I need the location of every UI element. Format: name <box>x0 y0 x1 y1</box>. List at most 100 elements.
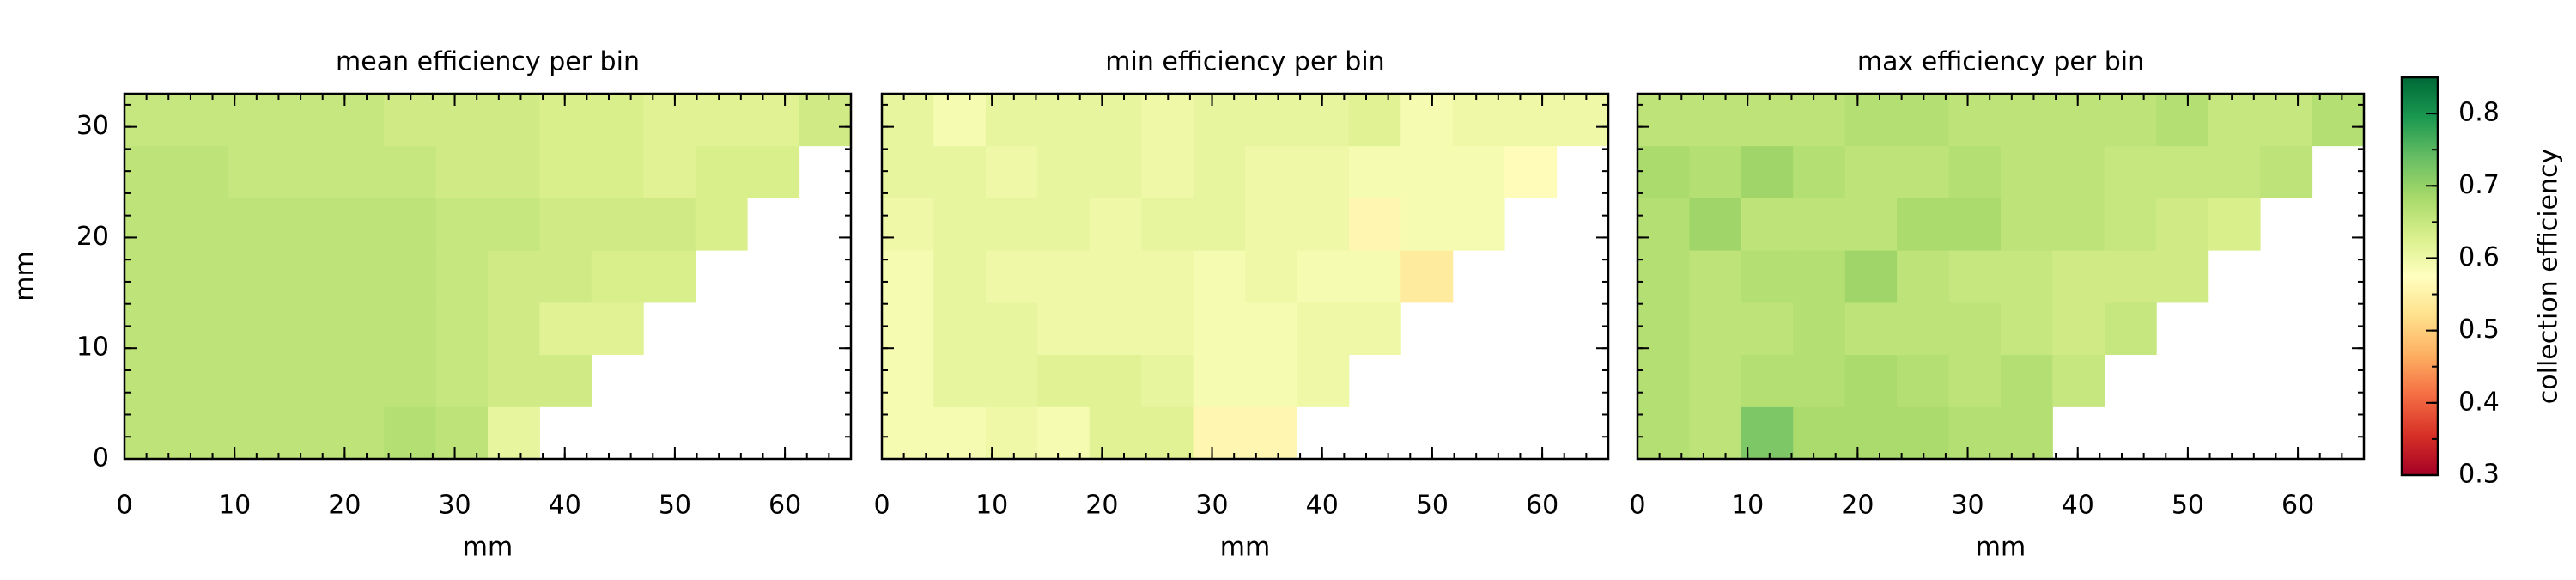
heat-cell <box>643 145 696 198</box>
heat-cell <box>1793 250 1846 303</box>
heat-cell <box>280 145 333 198</box>
heat-cell <box>1948 250 2002 303</box>
heat-cell <box>228 145 281 198</box>
heat-cell <box>2156 198 2209 251</box>
heat-cell <box>933 198 987 251</box>
heat-cell <box>695 94 748 147</box>
heat-cell <box>2001 94 2053 147</box>
heat-cell <box>2260 145 2313 198</box>
heat-cell <box>1193 354 1246 407</box>
heat-cell <box>985 198 1038 251</box>
heat-cell <box>488 354 540 407</box>
x-tick-label: 20 <box>1841 491 1874 521</box>
heat-cell <box>2260 94 2313 147</box>
heat-cell <box>1741 250 1794 303</box>
heat-cell <box>1297 250 1350 303</box>
heat-cell <box>125 94 177 147</box>
heat-cell <box>2104 250 2157 303</box>
heat-cell <box>2001 250 2053 303</box>
heat-cell <box>1452 145 1505 198</box>
heat-cell <box>125 406 177 460</box>
heat-cell <box>488 250 540 303</box>
heat-cell <box>1504 145 1558 198</box>
heat-cell <box>1348 145 1401 198</box>
x-tick-label: 60 <box>2281 491 2314 521</box>
heat-cell <box>1348 302 1401 356</box>
heat-cell <box>985 250 1038 303</box>
x-tick-label: 0 <box>1629 491 1645 521</box>
heat-cell <box>882 250 934 303</box>
heat-cell <box>435 250 489 303</box>
heat-cell <box>435 406 489 460</box>
heat-cell <box>1037 198 1091 251</box>
heat-cell <box>2104 302 2157 356</box>
heat-cell <box>176 302 229 356</box>
heat-cell <box>1637 354 1690 407</box>
heat-cell <box>933 145 987 198</box>
heat-cell <box>1897 354 1950 407</box>
heat-cell <box>1037 406 1091 460</box>
heat-cell <box>1089 302 1142 356</box>
heat-cell <box>2001 145 2053 198</box>
heat-cell <box>1793 198 1846 251</box>
heat-cell <box>1245 302 1297 356</box>
heat-cell <box>1348 94 1401 147</box>
heat-cell <box>1245 145 1297 198</box>
heat-cell <box>176 250 229 303</box>
heat-cell <box>1037 354 1091 407</box>
x-tick-label: 0 <box>116 491 132 521</box>
heat-cell <box>1897 250 1950 303</box>
heat-cell <box>1452 198 1505 251</box>
axes-frame <box>880 92 1610 461</box>
x-tick-label: 40 <box>2062 491 2094 521</box>
x-tick-label: 60 <box>1526 491 1558 521</box>
x-tick-label: 10 <box>975 491 1008 521</box>
heat-cell <box>1348 250 1401 303</box>
heat-cell <box>384 198 437 251</box>
heat-cell <box>2052 198 2105 251</box>
axes-frame <box>123 92 853 461</box>
heat-cell <box>882 145 934 198</box>
heat-cell <box>1297 302 1350 356</box>
heat-cell <box>488 94 540 147</box>
heat-cell <box>384 145 437 198</box>
heat-cell <box>1141 198 1194 251</box>
heat-cell <box>1400 145 1454 198</box>
heat-cell <box>228 302 281 356</box>
heat-cell <box>591 145 644 198</box>
heat-cell <box>384 94 437 147</box>
x-tick-label: 50 <box>2172 491 2204 521</box>
heat-cell <box>228 250 281 303</box>
heat-cell <box>228 354 281 407</box>
heat-cell <box>1400 94 1454 147</box>
heat-cell <box>1037 250 1091 303</box>
colorbar-tick-label: 0.4 <box>2458 387 2500 417</box>
heat-cell <box>1948 94 2002 147</box>
heat-cell <box>933 406 987 460</box>
heat-cell <box>1556 94 1609 147</box>
axes-frame <box>1636 92 2366 461</box>
colorbar-label: collection efficiency <box>2534 149 2564 404</box>
heat-cell <box>933 250 987 303</box>
heat-cell <box>176 354 229 407</box>
heat-cell <box>539 354 592 407</box>
heat-cell <box>539 302 592 356</box>
heat-cell <box>1297 94 1350 147</box>
heat-cell <box>228 406 281 460</box>
heat-cell <box>799 94 852 147</box>
panel-title: mean efficiency per bin <box>336 47 640 77</box>
heat-cell <box>882 302 934 356</box>
heat-cell <box>882 406 934 460</box>
heat-cell <box>1689 94 1742 147</box>
heat-cell <box>747 94 800 147</box>
heat-cell <box>1193 302 1246 356</box>
heat-cell <box>176 145 229 198</box>
heat-cell <box>280 250 333 303</box>
heat-cell <box>1689 198 1742 251</box>
heat-cell <box>1897 302 1950 356</box>
heat-cell <box>985 406 1038 460</box>
heat-cell <box>1141 406 1194 460</box>
heat-cell <box>384 354 437 407</box>
heat-cell <box>591 198 644 251</box>
colorbar-tick-label: 0.6 <box>2458 242 2500 272</box>
